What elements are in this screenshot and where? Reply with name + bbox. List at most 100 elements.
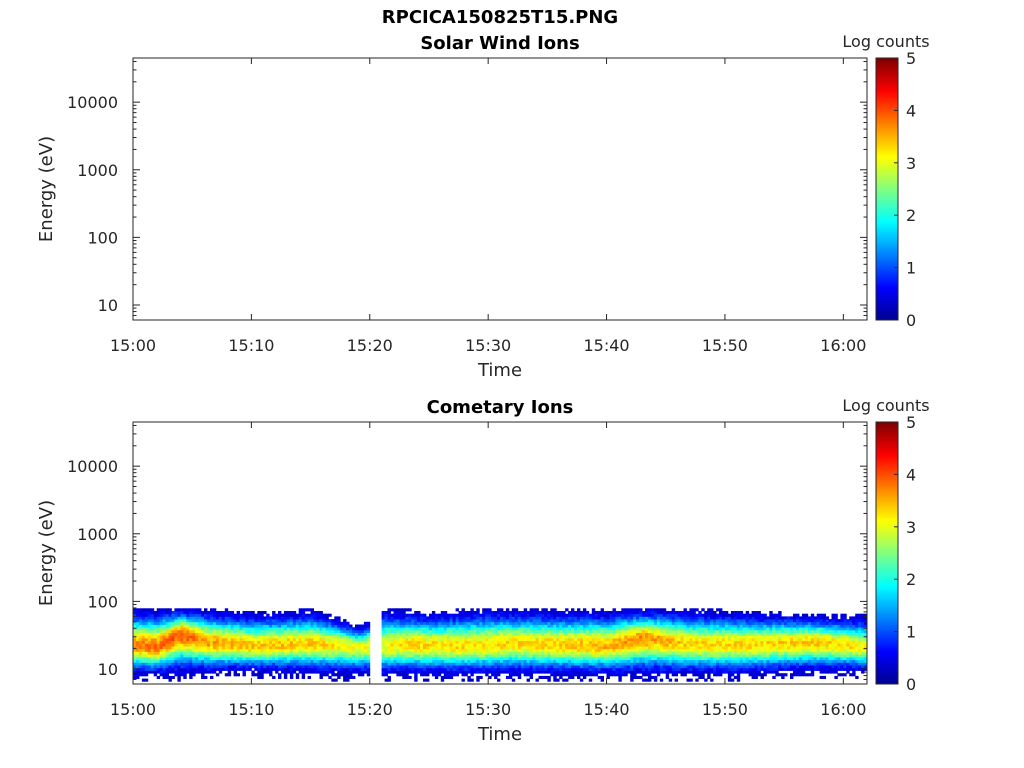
spectrogram-cell xyxy=(571,640,575,644)
spectrogram-cell xyxy=(133,654,137,658)
spectrogram-cell xyxy=(636,667,640,671)
spectrogram-cell xyxy=(574,670,578,674)
spectrogram-cell xyxy=(724,659,729,663)
spectrogram-cell xyxy=(494,640,498,644)
spectrogram-cell xyxy=(236,659,240,663)
spectrogram-cell xyxy=(621,651,625,655)
spectrogram-cell xyxy=(689,624,693,628)
spectrogram-cell xyxy=(399,651,403,655)
spectrogram-cell xyxy=(292,662,297,666)
spectrogram-cell xyxy=(198,619,202,623)
spectrogram-cell xyxy=(594,643,599,647)
spectrogram-cell xyxy=(331,667,335,671)
spectrogram-cell xyxy=(612,627,616,631)
spectrogram-cell xyxy=(411,665,415,669)
spectrogram-cell xyxy=(517,651,522,655)
spectrogram-cell xyxy=(396,648,400,652)
spectrogram-cell xyxy=(568,667,572,671)
spectrogram-cell xyxy=(360,673,365,677)
spectrogram-cell xyxy=(147,619,152,623)
spectrogram-cell xyxy=(529,611,533,615)
spectrogram-cell xyxy=(594,635,599,639)
spectrogram-cell xyxy=(298,648,303,652)
spectrogram-cell xyxy=(272,654,276,658)
spectrogram-cell xyxy=(266,638,270,642)
colorbar-segment xyxy=(876,119,898,122)
spectrogram-cell xyxy=(257,667,261,671)
spectrogram-cell xyxy=(618,662,622,666)
spectrogram-cell xyxy=(251,627,255,631)
spectrogram-cell xyxy=(328,670,332,674)
spectrogram-cell xyxy=(662,662,667,666)
spectrogram-cell xyxy=(526,659,530,663)
spectrogram-cell xyxy=(689,670,693,674)
spectrogram-cell xyxy=(713,665,717,669)
spectrogram-cell xyxy=(233,632,237,636)
spectrogram-cell xyxy=(713,635,717,639)
spectrogram-cell xyxy=(384,635,388,639)
spectrogram-cell xyxy=(307,654,311,658)
spectrogram-cell xyxy=(588,678,593,682)
spectrogram-cell xyxy=(133,640,137,644)
spectrogram-cell xyxy=(230,657,235,661)
spectrogram-cell xyxy=(514,654,519,658)
spectrogram-cell xyxy=(195,643,199,647)
spectrogram-cell xyxy=(662,665,667,669)
spectrogram-cell xyxy=(242,619,246,623)
spectrogram-cell xyxy=(242,670,246,674)
spectrogram-cell xyxy=(544,624,548,628)
spectrogram-cell xyxy=(417,632,421,636)
spectrogram-cell xyxy=(405,621,409,625)
spectrogram-cell xyxy=(473,635,477,639)
spectrogram-cell xyxy=(511,640,516,644)
spectrogram-cell xyxy=(224,654,229,658)
spectrogram-cell xyxy=(579,648,584,652)
spectrogram-cell xyxy=(606,621,610,625)
spectrogram-cell xyxy=(571,651,575,655)
spectrogram-cell xyxy=(591,665,596,669)
spectrogram-cell xyxy=(467,675,471,679)
spectrogram-cell xyxy=(431,643,436,647)
spectrogram-cell xyxy=(399,648,403,652)
spectrogram-cell xyxy=(301,651,306,655)
spectrogram-cell xyxy=(260,648,264,652)
spectrogram-cell xyxy=(260,673,264,677)
spectrogram-cell xyxy=(168,619,172,623)
spectrogram-cell xyxy=(553,665,557,669)
spectrogram-cell xyxy=(473,621,477,625)
spectrogram-cell xyxy=(275,616,279,620)
spectrogram-cell xyxy=(588,621,593,625)
spectrogram-cell xyxy=(464,651,468,655)
spectrogram-cell xyxy=(508,657,513,661)
spectrogram-cell xyxy=(550,608,554,612)
spectrogram-cell xyxy=(648,675,652,679)
spectrogram-cell xyxy=(393,619,397,623)
spectrogram-cell xyxy=(686,662,690,666)
spectrogram-cell xyxy=(165,670,169,674)
spectrogram-cell xyxy=(402,646,406,650)
spectrogram-cell xyxy=(716,659,720,663)
spectrogram-cell xyxy=(325,657,329,661)
spectrogram-cell xyxy=(440,632,445,636)
spectrogram-cell xyxy=(215,632,220,636)
spectrogram-cell xyxy=(656,608,661,612)
spectrogram-cell xyxy=(215,651,220,655)
spectrogram-cell xyxy=(295,654,300,658)
spectrogram-cell xyxy=(218,640,223,644)
spectrogram-cell xyxy=(458,654,462,658)
spectrogram-cell xyxy=(307,651,311,655)
spectrogram-cell xyxy=(414,629,418,633)
spectrogram-cell xyxy=(159,665,163,669)
spectrogram-cell xyxy=(689,657,693,661)
spectrogram-cell xyxy=(550,640,554,644)
spectrogram-cell xyxy=(201,675,205,679)
spectrogram-cell xyxy=(283,629,288,633)
spectrogram-cell xyxy=(162,611,166,615)
spectrogram-cell xyxy=(393,629,397,633)
spectrogram-cell xyxy=(482,657,486,661)
spectrogram-cell xyxy=(183,673,187,677)
spectrogram-cell xyxy=(159,638,163,642)
spectrogram-cell xyxy=(254,624,258,628)
spectrogram-cell xyxy=(239,619,243,623)
spectrogram-cell xyxy=(165,624,169,628)
